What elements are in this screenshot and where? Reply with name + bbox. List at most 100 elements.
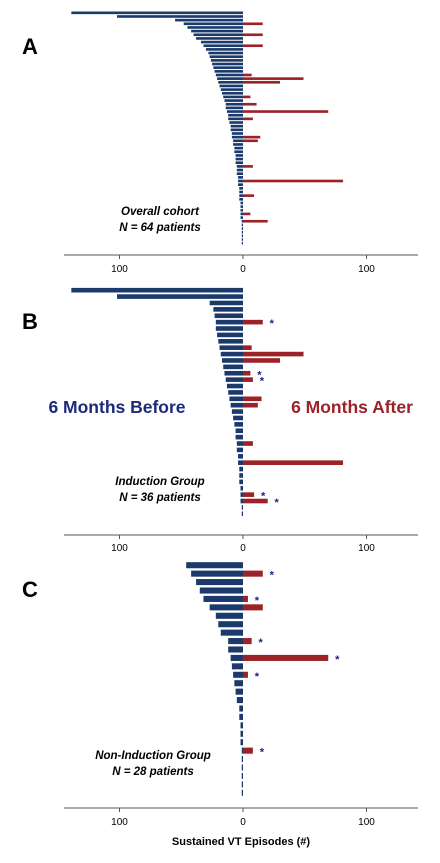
bar-after-B-10	[243, 351, 304, 357]
bar-after-B-5	[243, 319, 263, 325]
bar-before-C-6	[215, 612, 243, 619]
star-C-22: *	[260, 747, 265, 759]
bar-before-A-60	[241, 230, 243, 234]
bar-after-B-9	[243, 345, 252, 350]
bar-before-A-15	[213, 66, 243, 69]
bar-after-A-18	[243, 77, 304, 80]
bar-before-C-7	[218, 621, 243, 628]
bar-before-C-18	[239, 713, 243, 720]
panel-label-c: C	[22, 577, 38, 602]
bar-before-C-22	[241, 747, 243, 754]
bar-before-C-0	[186, 562, 243, 569]
bar-before-B-32	[240, 492, 243, 497]
panel-label-b: B	[22, 309, 38, 334]
bar-before-C-8	[220, 629, 243, 636]
bar-before-B-24	[236, 441, 243, 446]
bar-before-A-0	[71, 11, 243, 15]
bar-before-B-6	[215, 326, 243, 331]
bar-before-A-10	[205, 48, 243, 51]
note-b-line1: Induction Group	[115, 476, 204, 488]
bar-before-A-32	[230, 128, 243, 132]
bar-before-B-29	[239, 473, 243, 478]
bar-before-A-2	[175, 18, 243, 22]
bar-before-B-27	[238, 460, 243, 465]
bar-before-B-25	[236, 447, 243, 453]
bar-before-A-62	[241, 238, 243, 241]
bar-after-C-4	[243, 595, 248, 602]
star-C-4: *	[255, 595, 260, 607]
bar-before-A-25	[225, 102, 243, 106]
bar-before-A-3	[183, 22, 243, 26]
bar-after-B-11	[243, 358, 281, 363]
bar-after-C-22	[243, 747, 253, 754]
x-tick-label-C-2: 100	[358, 817, 375, 828]
bar-before-C-13	[233, 671, 243, 678]
bar-before-A-43	[236, 168, 243, 172]
bar-after-C-5	[243, 604, 263, 611]
bar-after-B-24	[243, 441, 253, 446]
bar-before-C-15	[235, 688, 243, 695]
bar-before-B-34	[241, 505, 243, 510]
bar-before-C-9	[228, 638, 243, 645]
bar-after-A-50	[243, 194, 255, 197]
bar-before-B-18	[230, 402, 243, 408]
bar-before-B-2	[209, 300, 244, 306]
bar-before-B-33	[240, 498, 243, 504]
bar-after-A-3	[243, 22, 263, 26]
x-tick-label-C-1: 0	[240, 817, 246, 828]
bar-before-A-11	[208, 51, 243, 55]
bar-before-C-2	[196, 579, 243, 586]
bar-after-B-17	[243, 396, 262, 402]
bar-after-A-55	[243, 212, 251, 216]
bar-before-B-30	[239, 479, 243, 485]
bar-before-A-12	[209, 55, 244, 59]
bar-before-B-23	[235, 434, 243, 440]
bar-after-B-14	[243, 377, 253, 382]
bar-before-B-0	[71, 287, 243, 293]
star-C-9: *	[258, 637, 263, 649]
bar-before-A-27	[226, 110, 243, 113]
bar-before-A-50	[239, 194, 243, 197]
bar-after-A-42	[243, 165, 253, 168]
note-b-line2: N = 36 patients	[119, 492, 201, 504]
star-C-13: *	[255, 671, 260, 683]
bar-before-A-56	[240, 216, 243, 219]
bar-before-C-16	[236, 697, 243, 704]
bar-before-B-14	[225, 377, 243, 382]
panels-group: 100 0 100*****100 0 100******100 0 100	[64, 11, 418, 828]
bar-after-C-11	[243, 654, 329, 661]
bar-before-A-34	[231, 135, 243, 139]
x-tick-label-A-0: 100	[111, 264, 128, 275]
bar-before-A-7	[196, 37, 243, 40]
star-B-33: *	[275, 497, 280, 509]
bar-after-A-9	[243, 44, 263, 48]
bar-before-B-8	[218, 339, 243, 344]
bar-before-B-16	[228, 390, 243, 395]
bar-before-A-4	[187, 26, 244, 29]
bar-before-B-20	[233, 415, 243, 421]
bar-before-B-28	[239, 466, 243, 472]
before-label: 6 Months Before	[48, 397, 185, 417]
bar-before-C-17	[239, 705, 243, 712]
bar-before-A-29	[228, 117, 243, 121]
bar-before-A-44	[236, 172, 243, 176]
bar-before-C-1	[191, 570, 243, 577]
bar-before-C-27	[241, 789, 243, 796]
bar-after-A-17	[243, 73, 252, 77]
bar-before-C-11	[230, 654, 243, 661]
bar-before-A-46	[238, 179, 243, 183]
bar-before-A-31	[230, 124, 243, 128]
bar-before-B-35	[241, 511, 243, 517]
bar-before-B-7	[217, 332, 243, 338]
bar-before-A-38	[234, 150, 243, 154]
bar-before-B-17	[229, 396, 243, 402]
bar-after-C-1	[243, 570, 263, 577]
bar-before-A-45	[238, 176, 243, 179]
star-C-1: *	[270, 570, 275, 582]
bar-before-A-55	[240, 212, 243, 216]
bar-before-B-1	[117, 294, 243, 299]
bar-after-A-19	[243, 80, 281, 84]
bar-before-B-3	[213, 307, 243, 312]
x-tick-label-B-0: 100	[111, 543, 128, 554]
bar-before-C-20	[240, 730, 243, 737]
